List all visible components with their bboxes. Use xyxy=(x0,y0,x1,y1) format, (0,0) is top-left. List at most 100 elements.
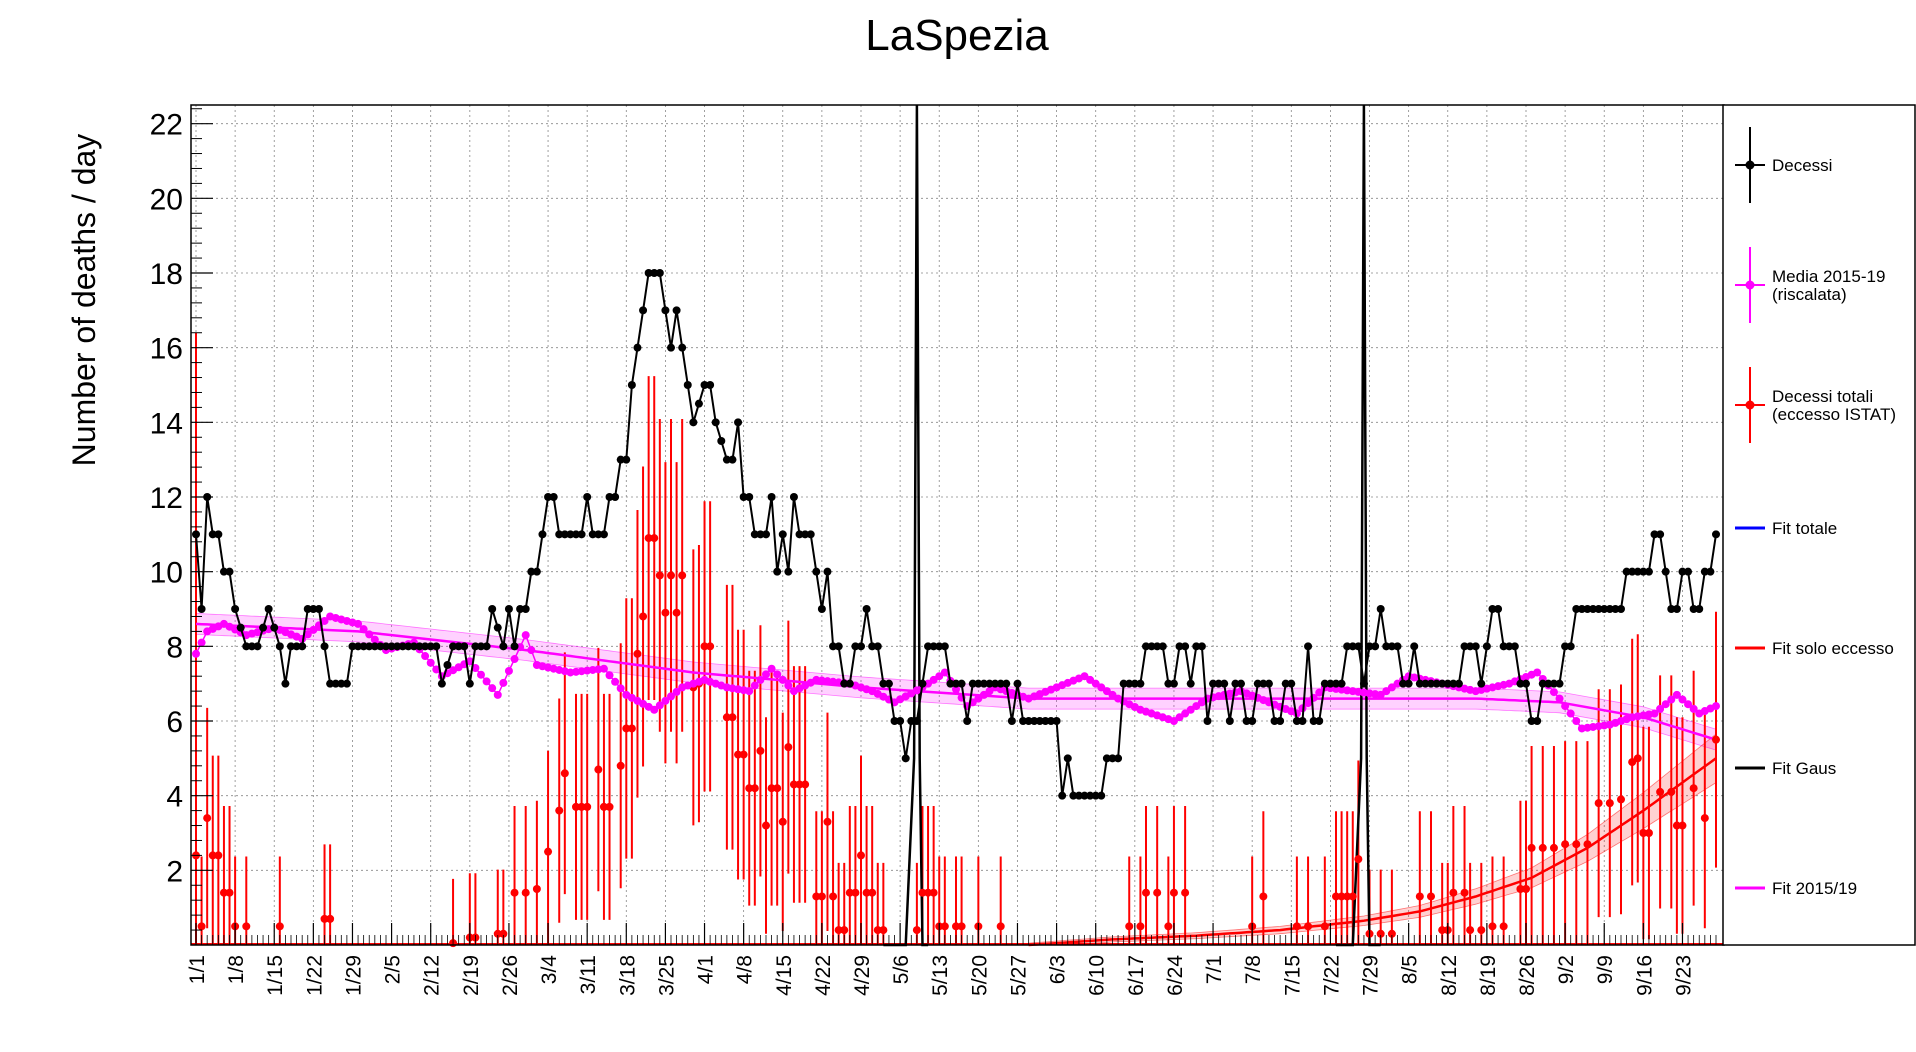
excess-point xyxy=(840,926,849,935)
decessi-point xyxy=(1555,679,1564,688)
excess-point xyxy=(1181,888,1190,897)
excess-point xyxy=(1617,795,1625,804)
decessi-point xyxy=(382,642,390,651)
excess-point xyxy=(639,612,648,621)
decessi-point xyxy=(242,642,251,651)
decessi-point xyxy=(370,642,379,651)
decessi-point xyxy=(644,269,653,277)
excess-point xyxy=(1387,929,1396,938)
media-point xyxy=(784,681,793,690)
excess-point xyxy=(773,784,782,793)
excess-point xyxy=(197,922,206,931)
decessi-point xyxy=(689,418,698,427)
excess-point xyxy=(1672,821,1681,830)
decessi-point xyxy=(611,493,620,501)
decessi-point xyxy=(393,642,402,651)
excess-point xyxy=(767,784,776,793)
x-tick-label: 1/1 xyxy=(186,955,209,984)
decessi-point xyxy=(711,418,720,427)
excess-point xyxy=(599,802,608,811)
decessi-point xyxy=(979,679,988,688)
decessi-point xyxy=(443,661,452,669)
x-tick-label: 9/2 xyxy=(1555,955,1578,984)
x-tick-label: 3/11 xyxy=(577,955,600,994)
media-point xyxy=(599,664,608,673)
excess-point xyxy=(762,821,770,830)
excess-point xyxy=(952,922,960,931)
media-point xyxy=(488,684,497,693)
decessi-point xyxy=(1454,679,1463,688)
excess-point xyxy=(667,571,675,580)
excess-point xyxy=(555,806,564,815)
decessi-point xyxy=(890,717,899,725)
decessi-point xyxy=(706,381,715,389)
decessi-point xyxy=(678,343,687,352)
decessi-point xyxy=(521,605,530,613)
decessi-point xyxy=(622,455,631,464)
decessi-point xyxy=(1354,642,1363,651)
excess-point xyxy=(521,888,530,897)
decessi-point xyxy=(1007,717,1016,725)
x-tick-label: 8/26 xyxy=(1516,955,1539,996)
excess-point xyxy=(834,926,843,935)
decessi-point xyxy=(784,567,793,576)
media-point xyxy=(605,671,614,680)
excess-point xyxy=(1678,821,1687,830)
excess-point xyxy=(1320,922,1329,931)
excess-point xyxy=(672,608,681,617)
excess-point xyxy=(1142,888,1150,897)
excess-point xyxy=(1164,922,1173,931)
excess-point xyxy=(655,571,664,580)
decessi-point xyxy=(823,567,832,576)
decessi-point xyxy=(387,642,396,651)
decessi-point xyxy=(806,530,815,539)
decessi-point xyxy=(728,455,737,464)
decessi-point xyxy=(409,642,418,651)
decessi-point xyxy=(555,530,564,539)
decessi-point xyxy=(1169,679,1178,688)
decessi-point xyxy=(1181,642,1190,651)
decessi-point xyxy=(1628,567,1637,576)
x-tick-label: 8/19 xyxy=(1477,955,1500,996)
y-tick-label: 12 xyxy=(150,482,183,515)
decessi-point xyxy=(1633,567,1642,576)
decessi-point xyxy=(449,642,458,651)
decessi-point xyxy=(734,418,743,427)
decessi-point xyxy=(1393,642,1402,651)
decessi-point xyxy=(314,605,323,613)
media-point xyxy=(756,675,765,684)
excess-point xyxy=(1549,843,1558,852)
media-point xyxy=(1549,688,1558,697)
decessi-point xyxy=(1410,642,1419,651)
decessi-point xyxy=(1142,642,1150,651)
decessi-point xyxy=(840,679,849,688)
excess-point xyxy=(722,713,731,722)
media-point xyxy=(1533,668,1542,677)
x-tick-label: 1/15 xyxy=(264,955,287,996)
media-point xyxy=(1650,709,1659,718)
decessi-point xyxy=(1684,567,1693,576)
decessi-point xyxy=(236,623,245,632)
excess-point xyxy=(219,888,228,897)
legend-label: Fit totale xyxy=(1772,519,1837,538)
decessi-point xyxy=(1510,642,1519,651)
excess-point xyxy=(1376,929,1385,938)
media-point xyxy=(672,687,681,696)
decessi-point xyxy=(594,530,603,539)
decessi-point xyxy=(1488,605,1497,613)
decessi-point xyxy=(1415,679,1424,688)
decessi-point xyxy=(1566,642,1575,651)
x-tick-label: 4/22 xyxy=(812,955,835,996)
decessi-point xyxy=(326,679,335,688)
excess-point xyxy=(1332,892,1340,901)
decessi-point xyxy=(1359,679,1368,688)
excess-point xyxy=(1460,888,1469,897)
decessi-point xyxy=(627,381,636,389)
decessi-point xyxy=(1365,642,1374,651)
decessi-point xyxy=(281,679,290,688)
excess-point xyxy=(851,888,860,897)
decessi-point xyxy=(616,455,625,464)
excess-point xyxy=(1516,885,1525,893)
media-point xyxy=(309,625,318,634)
